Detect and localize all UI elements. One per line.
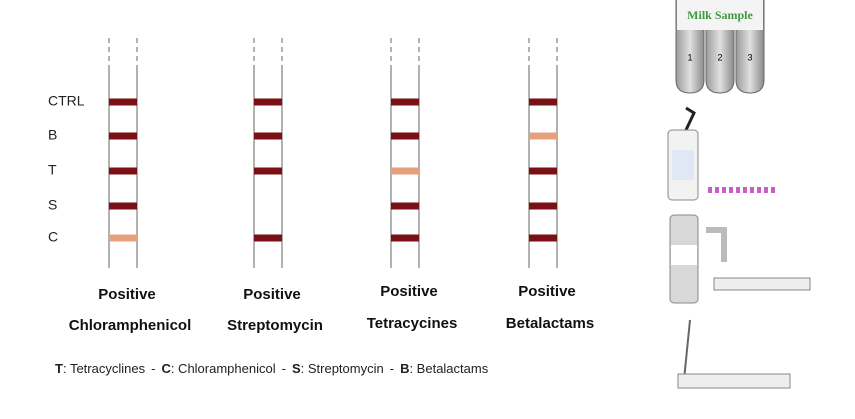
legend-separator: - [282,361,286,376]
legend-text: : Streptomycin [301,361,384,376]
strip-status: Positive [380,283,438,300]
legend-separator: - [151,361,155,376]
sample-title: Milk Sample [687,8,753,22]
band [109,98,137,106]
row-label: C [48,229,58,245]
legend-key: B [400,361,409,376]
strip-name: Tetracycines [367,315,458,332]
row-label: T [48,162,57,178]
test-strip: Positive Chloramphenicol [69,38,192,334]
legend-text: : Tetracyclines [63,361,146,376]
tube-label: 2 [717,52,722,62]
test-strip: Positive Tetracycines [367,38,458,332]
test-strip: Positive Streptomycin [227,38,323,334]
band [254,132,282,140]
strip-name: Streptomycin [227,317,323,334]
band [529,167,557,175]
band [391,167,419,175]
strip-name: Betalactams [506,315,594,332]
milk-sample-tubes: Milk Sample 1 2 3 [667,0,811,389]
band [391,132,419,140]
row-label: B [48,127,57,143]
band [109,234,137,242]
band [391,234,419,242]
band [529,234,557,242]
legend-text: : Chloramphenicol [171,361,276,376]
band [109,132,137,140]
band [529,98,557,106]
band [529,202,557,210]
strip-name: Chloramphenicol [69,317,192,334]
row-label: CTRL [48,93,85,109]
legend-text: : Betalactams [409,361,488,376]
band [254,234,282,242]
band [391,98,419,106]
legend-key: S [292,361,301,376]
band [254,98,282,106]
band [529,132,557,140]
legend-separator: - [390,361,394,376]
band [254,167,282,175]
legend-key: T [55,361,63,376]
tube-label: 3 [747,52,752,62]
test-strip: Positive Betalactams [506,38,594,332]
legend: T: Tetracyclines - C: Chloramphenicol - S: S… [55,361,489,376]
strip-status: Positive [243,286,301,303]
tube-label: 1 [687,52,692,62]
legend-key: C [161,361,171,376]
band [109,167,137,175]
band [109,202,137,210]
strip-status: Positive [518,283,576,300]
strip-status: Positive [98,286,156,303]
row-label: S [48,197,57,213]
band [391,202,419,210]
